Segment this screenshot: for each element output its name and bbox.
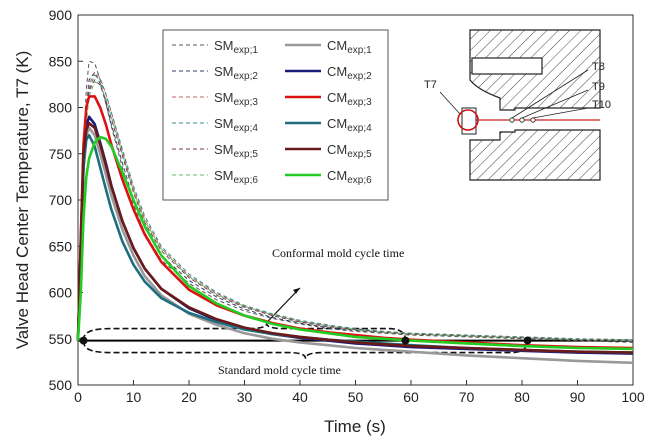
axis-ticks: 0 10 20 30 40 50 60 70 80 90 100 500 550 600 650 700 750… [49,7,645,405]
x-tick-label: 40 [292,389,308,405]
x-tick-label: 0 [74,389,82,405]
series-line-sm-5 [77,79,634,342]
annotation-standard: Standard mold cycle time [218,363,341,377]
legend-label: SMexp;2 [214,64,258,82]
inset-t9-point [519,117,525,123]
inset-t7-circle [457,109,479,131]
inset-t9-leader [521,89,589,119]
inset-t10-leader [532,107,589,119]
y-axis-title: Valve Head Center Temperature, T7 (K) [13,51,32,350]
inset-t8-leader [511,69,589,119]
legend-label: SMexp;3 [214,90,258,108]
cycle-time-marker [523,336,532,345]
inset-t7-leader [439,91,461,115]
y-tick-label: 550 [49,331,73,347]
conformal-brace [82,323,407,341]
x-tick-label: 80 [514,389,530,405]
y-tick-label: 850 [49,53,73,69]
inset-label-t7: T7 [424,79,437,91]
series-line-sm-6 [77,81,634,342]
inset-t8-point [509,117,515,123]
legend-label: CMexp;3 [327,90,372,108]
x-tick-label: 10 [126,389,142,405]
inset-label-t10: T10 [592,99,611,111]
inset-t10-point [530,117,536,123]
inset-insert-top [471,57,543,75]
legend-label: CMexp;5 [327,142,372,160]
legend-label: SMexp;6 [214,168,258,186]
legend-box [162,29,389,201]
inset-diagram: T7 T8 T9 T10 [410,24,615,187]
x-tick-label: 70 [459,389,475,405]
x-tick-label: 90 [570,389,586,405]
cycle-time-marker [401,336,410,345]
inset-label-t8: T8 [592,61,605,73]
legend-label: CMexp;4 [327,116,372,134]
x-tick-label: 60 [403,389,419,405]
inset-label-t9: T9 [592,81,605,93]
legend-label: CMexp;1 [327,38,372,56]
y-tick-label: 800 [49,100,73,116]
x-tick-label: 50 [348,389,364,405]
legend-label: CMexp;2 [327,64,372,82]
series-line-cm-5 [76,121,634,354]
y-tick-label: 500 [49,377,73,393]
y-tick-label: 750 [49,146,73,162]
x-tick-label: 30 [237,389,253,405]
inset-mold-lower [469,129,601,181]
legend-items: SMexp;1 SMexp;2 SMexp;3 SMexp;4 SMexp;5 SMexp… [172,38,372,186]
marker-group [79,336,532,345]
y-tick-label: 700 [49,192,73,208]
annotation-conformal: Conformal mold cycle time [272,246,404,260]
conformal-arrow [266,287,301,324]
legend: SMexp;1 SMexp;2 SMexp;3 SMexp;4 SMexp;5 SMexp… [162,29,389,201]
legend-label: SMexp;1 [214,38,258,56]
x-tick-label: 20 [181,389,197,405]
y-tick-label: 650 [49,238,73,254]
x-tick-label: 100 [621,389,645,405]
series-line-sm-3 [77,71,634,341]
series-line-sm-4 [77,74,634,341]
x-axis-title: Time (s) [324,417,386,436]
y-tick-label: 600 [49,285,73,301]
y-tick-label: 900 [49,7,73,23]
legend-label: SMexp;4 [214,116,258,134]
inset-valve-head [461,107,477,135]
legend-label: SMexp;5 [214,142,258,160]
conformal-arrowhead [293,287,300,294]
cycle-time-marker [79,336,88,345]
legend-label: CMexp;6 [327,168,372,186]
